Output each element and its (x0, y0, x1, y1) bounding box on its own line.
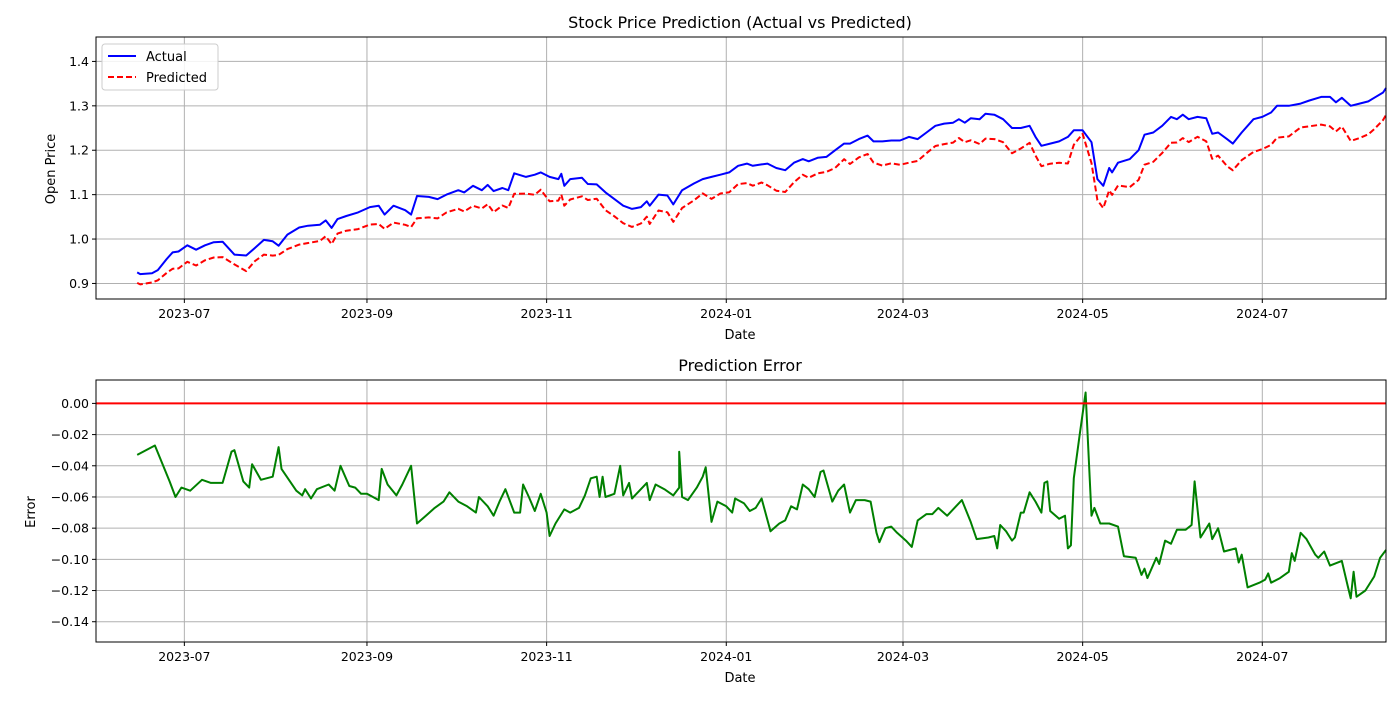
x-tick-label: 2023-07 (158, 649, 210, 664)
x-tick-label: 2024-07 (1236, 649, 1288, 664)
error-chart-ticks: 2023-07 2023-09 2023-11 2024-01 2024-03 2024-… (51, 396, 1289, 664)
y-tick-label: 1.2 (69, 143, 89, 158)
y-tick-label: 1.0 (69, 232, 89, 247)
y-tick-label: −0.02 (51, 427, 89, 442)
x-tick-label: 2023-07 (158, 306, 210, 321)
error-chart-frame (95, 379, 1387, 643)
price-chart-legend: Actual Predicted (101, 43, 219, 91)
actual-series-line (136, 87, 1387, 276)
legend-predicted-label: Predicted (146, 71, 207, 86)
y-tick-label: 1.4 (69, 54, 89, 69)
legend-actual-label: Actual (146, 50, 187, 65)
y-tick-label: 0.9 (69, 276, 89, 291)
x-tick-label: 2023-09 (341, 306, 393, 321)
error-chart-y-label: Error (24, 496, 39, 528)
price-chart-frame (95, 36, 1387, 300)
price-chart-x-label: Date (724, 328, 755, 343)
x-tick-label: 2024-03 (877, 306, 929, 321)
x-tick-label: 2024-03 (877, 649, 929, 664)
x-tick-label: 2024-05 (1057, 649, 1109, 664)
error-chart-x-label: Date (724, 671, 755, 686)
x-tick-label: 2024-07 (1236, 306, 1288, 321)
error-series-line (136, 391, 1387, 600)
price-chart: 2023-07 2023-09 2023-11 2024-01 2024-03 2024-… (44, 13, 1387, 343)
x-tick-label: 2023-09 (341, 649, 393, 664)
y-tick-label: −0.12 (51, 583, 89, 598)
price-chart-grid (96, 37, 1386, 299)
price-chart-title: Stock Price Prediction (Actual vs Predic… (568, 13, 912, 32)
y-tick-label: −0.08 (51, 521, 89, 536)
x-tick-label: 2023-11 (520, 306, 572, 321)
price-chart-y-label: Open Price (44, 134, 59, 205)
error-chart: 2023-07 2023-09 2023-11 2024-01 2024-03 2024-… (24, 356, 1387, 686)
x-tick-label: 2024-01 (700, 306, 752, 321)
error-chart-series (96, 391, 1387, 600)
x-tick-label: 2023-11 (520, 649, 572, 664)
error-chart-title: Prediction Error (678, 356, 802, 375)
y-tick-label: −0.06 (51, 489, 89, 504)
x-tick-label: 2024-01 (700, 649, 752, 664)
y-tick-label: −0.04 (51, 458, 89, 473)
price-chart-series (136, 87, 1387, 286)
y-tick-label: 0.00 (61, 396, 89, 411)
y-tick-label: −0.14 (51, 614, 89, 629)
predicted-series-line (136, 114, 1387, 286)
y-tick-label: −0.10 (51, 552, 89, 567)
y-tick-label: 1.3 (69, 98, 89, 113)
x-tick-label: 2024-05 (1057, 306, 1109, 321)
price-chart-ticks: 2023-07 2023-09 2023-11 2024-01 2024-03 2024-… (69, 54, 1288, 321)
y-tick-label: 1.1 (69, 187, 89, 202)
